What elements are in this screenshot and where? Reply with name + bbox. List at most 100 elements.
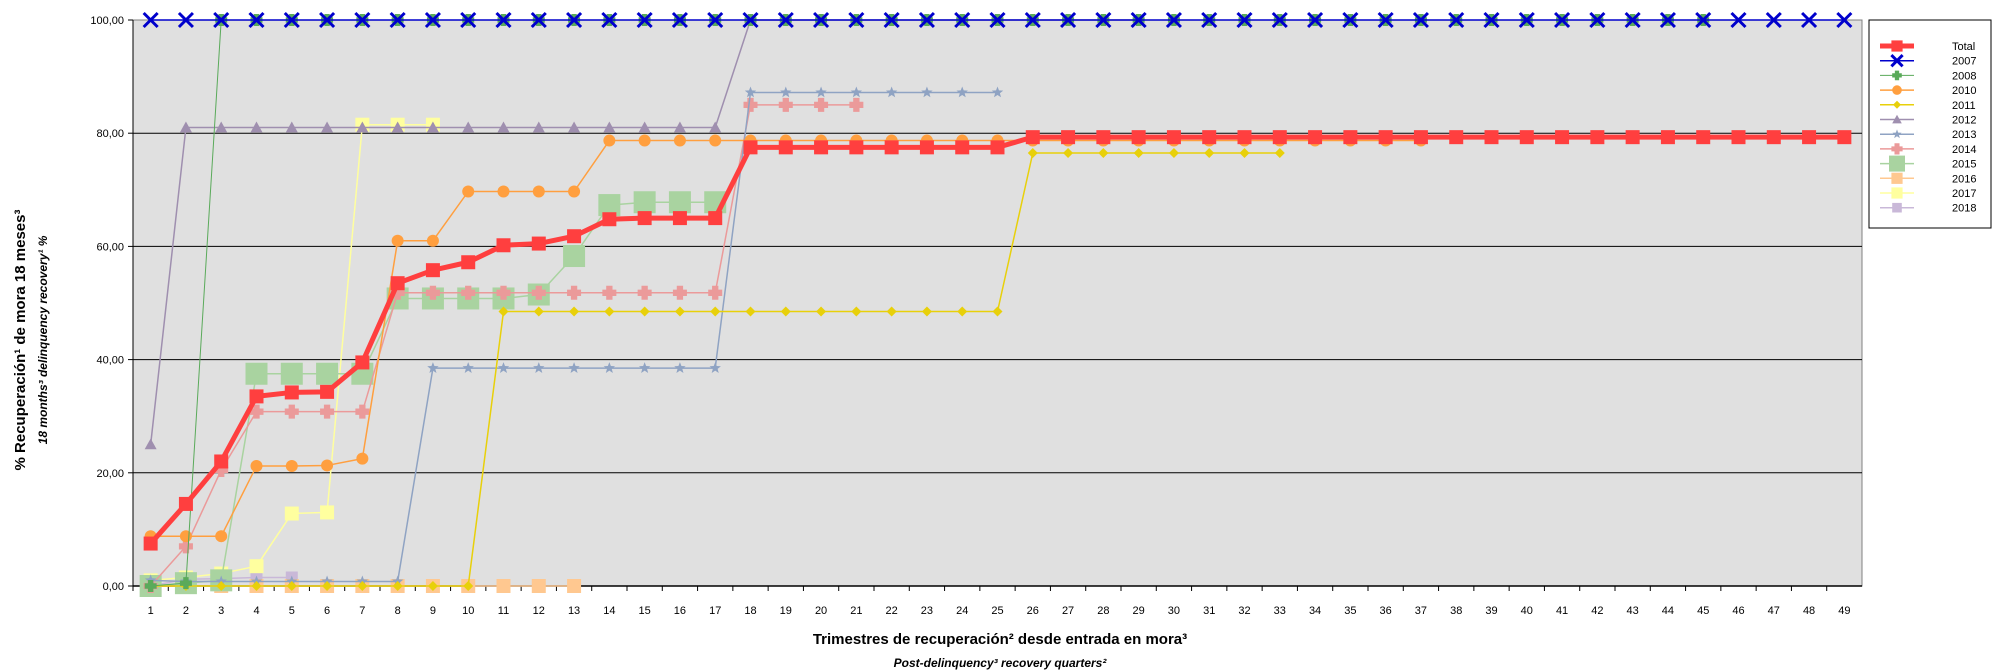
data-point [425, 285, 440, 300]
data-point [884, 140, 899, 155]
x-tick-label: 40 [1521, 605, 1533, 617]
data-point [496, 579, 511, 593]
data-point [427, 581, 438, 591]
legend-label: Total [1952, 41, 1975, 53]
legend-label: 2013 [1952, 129, 1976, 141]
data-point [1274, 148, 1285, 159]
data-point [568, 362, 580, 373]
data-point [1236, 11, 1253, 29]
data-point [672, 211, 687, 226]
data-point [568, 185, 581, 198]
legend-item: 2017 [1880, 187, 1976, 200]
data-point [568, 121, 581, 133]
data-point [250, 121, 263, 133]
data-point [144, 580, 157, 592]
data-point [496, 238, 511, 253]
data-point [1201, 11, 1218, 29]
data-point [672, 285, 687, 300]
data-point [214, 462, 229, 477]
data-point [389, 11, 406, 29]
x-tick-label: 1 [148, 605, 154, 617]
data-point [604, 306, 615, 317]
data-point [673, 134, 686, 147]
data-point [533, 362, 545, 373]
data-point [249, 559, 264, 574]
data-point [636, 11, 653, 29]
data-point [460, 11, 477, 29]
data-point [919, 140, 934, 155]
data-point [1024, 11, 1041, 29]
data-point [673, 121, 686, 133]
legend-swatch-marker [1891, 143, 1903, 155]
legend-label: 2015 [1952, 159, 1976, 171]
y-tick-label: 0,00 [103, 581, 124, 593]
data-point [883, 11, 900, 29]
data-point [744, 86, 757, 98]
x-tick-label: 24 [956, 605, 968, 617]
legend-swatch-marker [1889, 155, 1905, 172]
x-tick-label: 42 [1591, 605, 1603, 617]
x-tick-label: 46 [1732, 605, 1744, 617]
legend-item: Total [1880, 40, 1975, 53]
data-point [633, 191, 656, 214]
data-point [249, 404, 264, 419]
data-point [1096, 130, 1111, 145]
data-point [425, 263, 440, 278]
y-axis-title: % Recuperación¹ de mora 18 meses³ [12, 210, 29, 471]
series-total [143, 130, 1852, 551]
legend-label: 2016 [1952, 173, 1976, 185]
x-tick-label: 10 [462, 605, 474, 617]
data-point [1484, 130, 1499, 145]
data-point [532, 121, 545, 133]
data-point [638, 362, 651, 373]
data-point [567, 285, 582, 300]
legend-item: 2015 [1880, 155, 1976, 172]
x-tick-label: 48 [1803, 605, 1815, 617]
data-point [532, 185, 545, 198]
data-point [461, 285, 476, 300]
data-point [849, 140, 864, 155]
data-point [710, 306, 721, 317]
data-point [497, 362, 510, 373]
x-tick-label: 33 [1274, 605, 1286, 617]
legend-label: 2008 [1952, 70, 1976, 82]
data-point [1554, 11, 1571, 29]
legend-item: 2013 [1880, 129, 1976, 141]
x-tick-label: 47 [1768, 605, 1780, 617]
data-point [495, 11, 512, 29]
gridlines [133, 132, 1862, 474]
data-point [427, 362, 439, 373]
x-tick-label: 20 [815, 605, 827, 617]
data-point [320, 404, 335, 419]
data-point [851, 306, 862, 317]
data-point [709, 362, 721, 373]
data-point [390, 285, 405, 300]
data-point [745, 306, 756, 317]
plot-area [132, 19, 1863, 587]
data-point [251, 581, 262, 591]
data-point [1202, 130, 1217, 145]
data-point [143, 536, 158, 551]
legend-items: Total 2007 2008 2010 2011 2012 2013 2014 2015 201… [1880, 40, 1976, 215]
y-tick-label: 100,00 [90, 15, 124, 27]
data-point [1590, 130, 1605, 145]
data-point [245, 362, 268, 385]
data-point [530, 11, 547, 29]
x-tick-label: 22 [886, 605, 898, 617]
data-point [214, 454, 229, 469]
legend-swatch-marker [1891, 40, 1903, 52]
x-tick-label: 25 [991, 605, 1003, 617]
data-point [177, 11, 194, 29]
data-point [1801, 11, 1818, 29]
legend-item: 2007 [1880, 54, 1976, 68]
legend-label: 2018 [1952, 203, 1976, 215]
legend: Total 2007 2008 2010 2011 2012 2013 2014 2015 201… [1868, 19, 1992, 229]
x-tick-label: 11 [498, 605, 509, 617]
data-point [283, 11, 300, 29]
legend-swatch-marker [1892, 202, 1902, 213]
data-point [144, 574, 157, 586]
data-point [285, 121, 298, 133]
data-point [668, 191, 691, 214]
data-point [1483, 11, 1500, 29]
data-point [1412, 11, 1429, 29]
